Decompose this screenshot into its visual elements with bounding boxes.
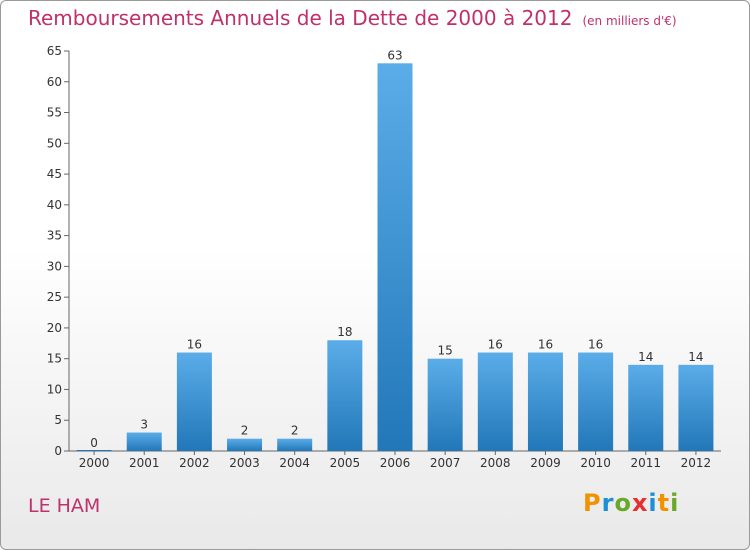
data-label: 14 <box>688 350 703 364</box>
chart-title: Remboursements Annuels de la Dette de 20… <box>28 6 677 30</box>
bar <box>427 358 463 451</box>
data-label: 2 <box>241 424 249 438</box>
bar <box>477 352 513 451</box>
bar <box>578 352 614 451</box>
y-tick-label: 55 <box>47 106 62 120</box>
x-tick-label: 2002 <box>179 456 210 470</box>
data-label: 16 <box>187 338 202 352</box>
bar <box>176 352 212 451</box>
x-tick-label: 2008 <box>480 456 511 470</box>
data-label: 16 <box>488 338 503 352</box>
x-tick-label: 2011 <box>630 456 661 470</box>
x-tick-label: 2005 <box>330 456 361 470</box>
x-tick-label: 2007 <box>430 456 461 470</box>
logo-letter: i <box>648 489 658 517</box>
bar <box>277 438 313 451</box>
logo-letter: r <box>601 489 615 517</box>
data-label: 18 <box>337 325 352 339</box>
y-tick-label: 60 <box>47 75 62 89</box>
logo-letter: i <box>670 489 680 517</box>
y-tick-label: 5 <box>54 413 62 427</box>
chart-title-text: Remboursements Annuels de la Dette de 20… <box>28 6 573 30</box>
bar <box>126 432 162 451</box>
y-tick-label: 30 <box>47 259 62 273</box>
data-label: 63 <box>387 48 402 62</box>
bar <box>327 340 363 451</box>
x-tick-label: 2006 <box>380 456 411 470</box>
y-tick-label: 10 <box>47 382 62 396</box>
bar <box>377 63 413 452</box>
x-tick-label: 2000 <box>79 456 110 470</box>
x-tick-label: 2012 <box>681 456 712 470</box>
y-tick-label: 50 <box>47 136 62 150</box>
y-tick-label: 65 <box>47 44 62 58</box>
logo-letter: x <box>631 489 649 517</box>
data-label: 3 <box>140 418 148 432</box>
y-tick-label: 45 <box>47 167 62 181</box>
proxiti-logo[interactable]: Proxiti <box>583 489 679 517</box>
bar <box>527 352 563 451</box>
logo-letter: P <box>583 489 602 517</box>
bar <box>76 450 112 451</box>
y-tick-label: 25 <box>47 290 62 304</box>
data-label: 2 <box>291 424 299 438</box>
y-tick-label: 40 <box>47 198 62 212</box>
data-label: 15 <box>438 344 453 358</box>
logo-letter: t <box>657 489 671 517</box>
bar <box>227 438 263 451</box>
data-label: 14 <box>638 350 653 364</box>
y-tick-label: 0 <box>54 444 62 458</box>
bars <box>76 63 714 452</box>
place-name: LE HAM <box>28 495 101 517</box>
data-label: 16 <box>588 338 603 352</box>
data-labels: 0 3 16 2 2 18 63 15 16 16 16 14 14 <box>90 48 703 450</box>
bar <box>678 364 714 451</box>
chart-subtitle: (en milliers d'€) <box>582 14 677 28</box>
x-tick-label: 2010 <box>580 456 611 470</box>
x-tick-label: 2003 <box>229 456 260 470</box>
logo-letter: o <box>614 489 632 517</box>
x-tick-label: 2001 <box>129 456 160 470</box>
data-label: 0 <box>90 436 98 450</box>
x-tick-label: 2009 <box>530 456 561 470</box>
data-label: 16 <box>538 338 553 352</box>
y-tick-label: 35 <box>47 229 62 243</box>
y-tick-label: 15 <box>47 352 62 366</box>
y-tick-label: 20 <box>47 321 62 335</box>
bar <box>628 364 664 451</box>
x-tick-label: 2004 <box>279 456 310 470</box>
